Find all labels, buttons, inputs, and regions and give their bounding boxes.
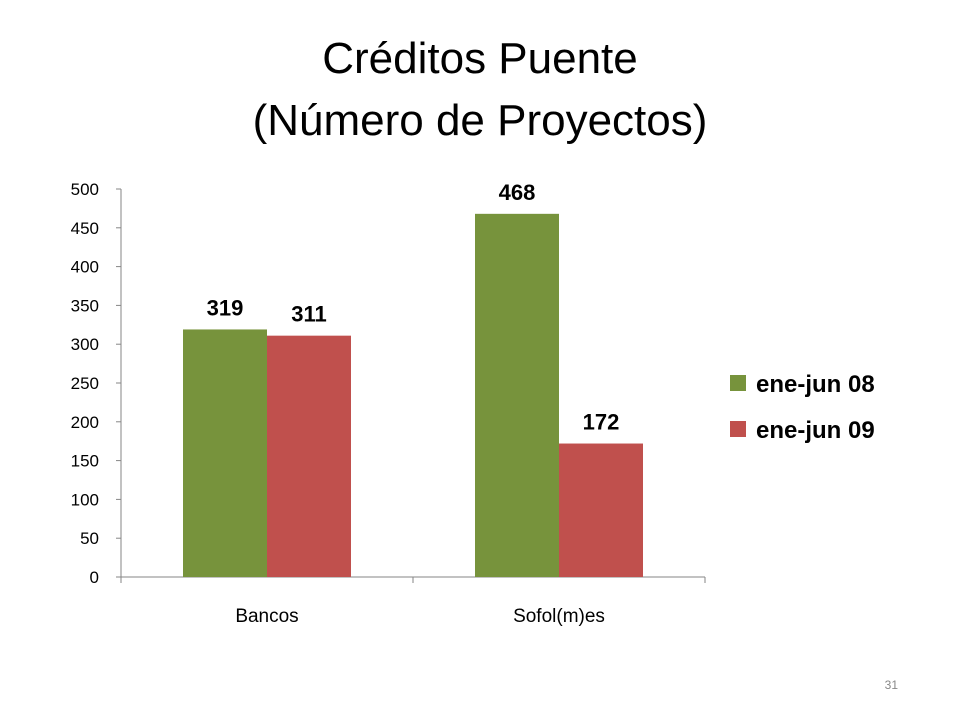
bar xyxy=(267,335,351,577)
bar xyxy=(183,329,267,577)
legend-swatch xyxy=(730,375,746,391)
slide-title-line2: (Número de Proyectos) xyxy=(252,96,708,145)
legend-label: ene-jun 08 xyxy=(756,371,875,398)
y-tick-label: 450 xyxy=(71,219,99,238)
slide-title: Créditos Puente (Número de Proyectos) xyxy=(0,28,960,152)
data-label: 172 xyxy=(583,410,620,435)
y-tick-label: 400 xyxy=(71,258,99,277)
legend-label: ene-jun 09 xyxy=(756,417,875,444)
x-category-label: Sofol(m)es xyxy=(513,606,605,627)
data-label: 468 xyxy=(499,180,536,205)
bar xyxy=(559,443,643,577)
page-number: 31 xyxy=(884,678,898,692)
bar xyxy=(475,213,559,577)
y-tick-label: 150 xyxy=(71,452,99,471)
slide-title-line1: Créditos Puente xyxy=(322,34,638,83)
x-category-label: Bancos xyxy=(235,606,298,627)
y-tick-label: 50 xyxy=(80,529,99,548)
y-tick-label: 300 xyxy=(71,335,99,354)
y-tick-label: 100 xyxy=(71,490,99,509)
y-tick-label: 250 xyxy=(71,374,99,393)
y-tick-label: 350 xyxy=(71,296,99,315)
legend-swatch xyxy=(730,421,746,437)
y-tick-label: 200 xyxy=(71,413,99,432)
data-label: 311 xyxy=(291,302,327,327)
y-tick-label: 500 xyxy=(71,180,99,199)
y-tick-label: 0 xyxy=(90,568,99,587)
data-label: 319 xyxy=(207,295,244,320)
